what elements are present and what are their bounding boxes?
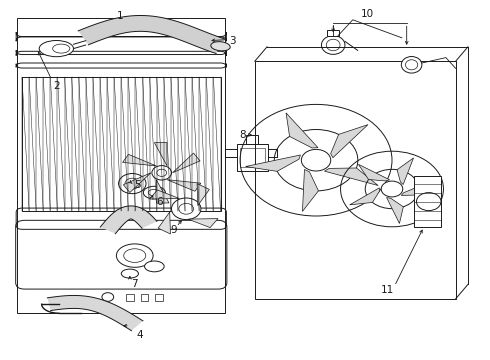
Polygon shape bbox=[100, 206, 157, 234]
Polygon shape bbox=[123, 173, 151, 193]
Ellipse shape bbox=[401, 57, 422, 73]
Polygon shape bbox=[188, 219, 218, 228]
Polygon shape bbox=[324, 168, 378, 185]
Circle shape bbox=[172, 198, 201, 220]
Ellipse shape bbox=[39, 40, 74, 57]
Ellipse shape bbox=[321, 36, 345, 54]
Circle shape bbox=[301, 149, 331, 171]
Polygon shape bbox=[48, 296, 143, 331]
Polygon shape bbox=[78, 15, 225, 54]
Polygon shape bbox=[387, 197, 403, 224]
Polygon shape bbox=[302, 170, 318, 211]
Text: 5: 5 bbox=[134, 180, 141, 190]
Text: 6: 6 bbox=[156, 197, 163, 207]
Ellipse shape bbox=[145, 261, 164, 272]
Polygon shape bbox=[397, 158, 414, 185]
Polygon shape bbox=[167, 180, 201, 191]
Polygon shape bbox=[358, 164, 390, 181]
Text: 2: 2 bbox=[53, 81, 60, 91]
Text: 10: 10 bbox=[361, 9, 374, 19]
Ellipse shape bbox=[211, 42, 230, 51]
Text: 9: 9 bbox=[171, 225, 177, 235]
Ellipse shape bbox=[143, 186, 166, 199]
Text: 4: 4 bbox=[136, 330, 143, 340]
Circle shape bbox=[381, 181, 403, 197]
Circle shape bbox=[119, 174, 146, 194]
Text: 8: 8 bbox=[239, 130, 246, 140]
Polygon shape bbox=[401, 186, 439, 195]
Polygon shape bbox=[286, 113, 318, 148]
Bar bbox=[240, 148, 265, 167]
Bar bbox=[255, 61, 456, 299]
Bar bbox=[155, 294, 163, 301]
Text: 3: 3 bbox=[229, 36, 236, 46]
Polygon shape bbox=[122, 154, 156, 166]
Polygon shape bbox=[158, 212, 171, 234]
Bar bbox=[141, 294, 148, 301]
Polygon shape bbox=[331, 125, 368, 158]
Text: 1: 1 bbox=[117, 11, 123, 21]
Ellipse shape bbox=[117, 244, 153, 267]
Polygon shape bbox=[245, 155, 300, 171]
Bar bbox=[246, 135, 258, 144]
Bar bbox=[327, 30, 339, 36]
Polygon shape bbox=[172, 153, 200, 173]
Polygon shape bbox=[154, 143, 167, 166]
Text: 11: 11 bbox=[380, 285, 394, 295]
Bar bbox=[22, 77, 221, 211]
Bar bbox=[17, 18, 225, 313]
Text: 7: 7 bbox=[131, 279, 138, 289]
Bar bbox=[237, 144, 268, 171]
Polygon shape bbox=[156, 180, 169, 203]
Bar bbox=[414, 176, 441, 227]
Polygon shape bbox=[149, 190, 179, 199]
Polygon shape bbox=[197, 184, 209, 206]
Circle shape bbox=[152, 166, 172, 180]
Bar bbox=[126, 294, 134, 301]
Polygon shape bbox=[350, 188, 380, 205]
